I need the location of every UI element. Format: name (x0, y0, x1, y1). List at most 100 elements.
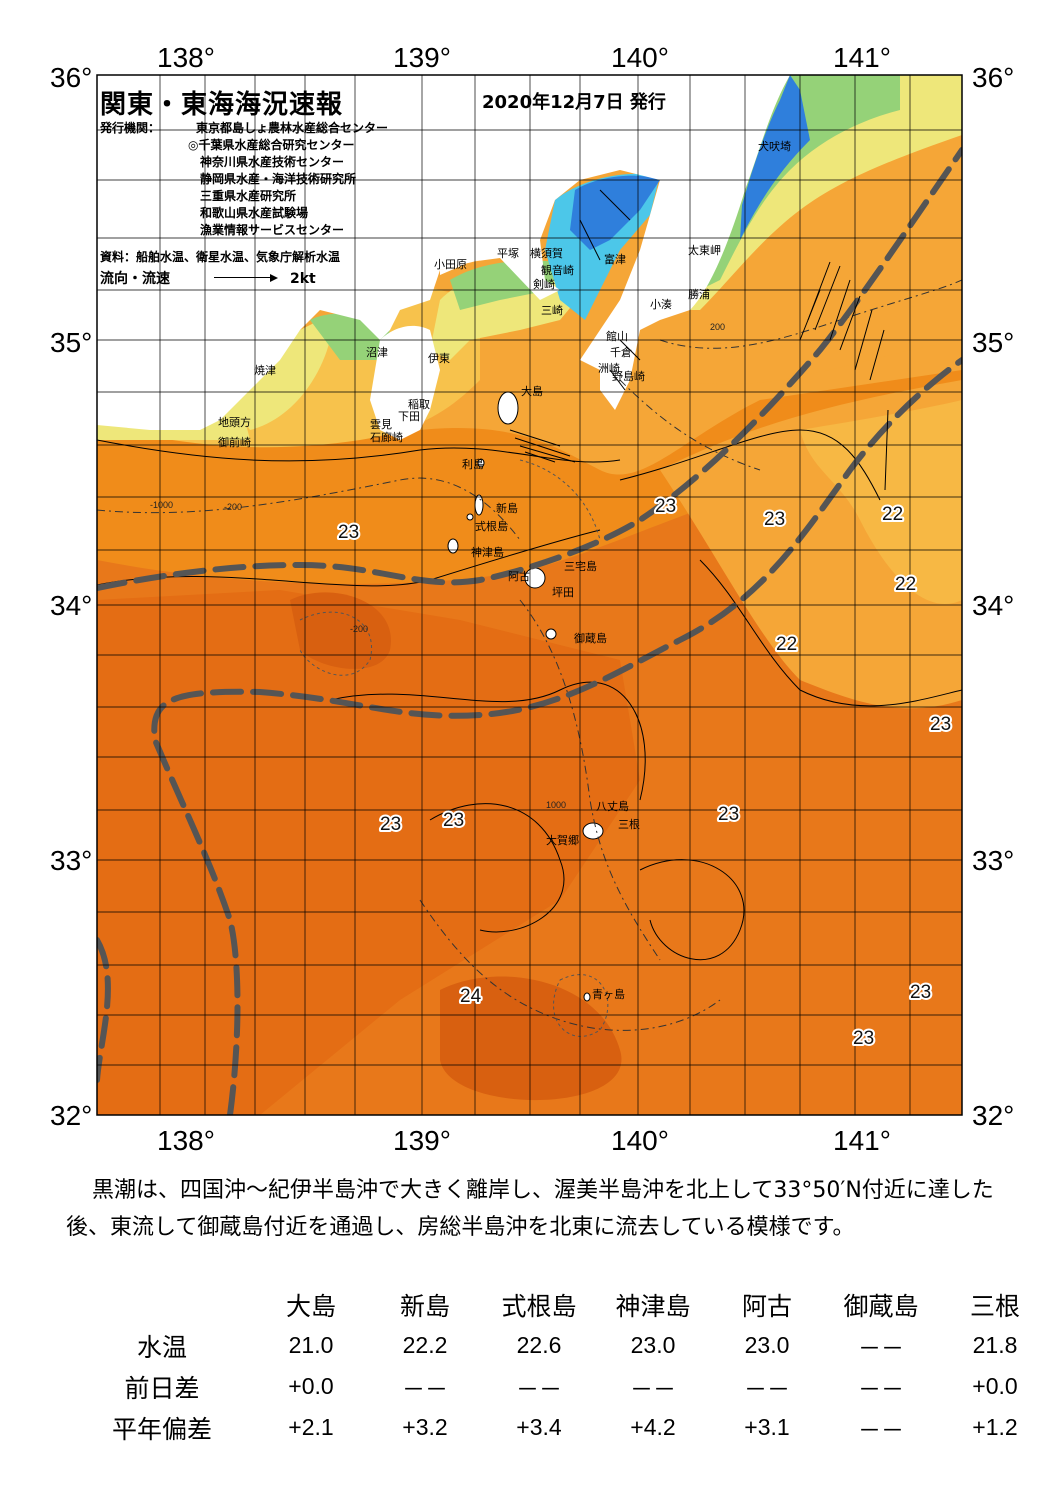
lon-label-bottom: 141° (833, 1125, 891, 1156)
lon-label-top: 138° (157, 42, 215, 73)
island-toshima (477, 458, 485, 468)
depth-contours-fine (299, 459, 609, 1037)
station-name: 神津島 (615, 1291, 691, 1321)
place-label: 坪田 (552, 586, 574, 599)
ocean-hot-zone-south (440, 976, 622, 1101)
table-cell: －－ (402, 1375, 448, 1402)
isotherm-value-labels: 23 23 22 22 22 23 23 23 23 23 24 23 23 (336, 494, 953, 1051)
issuer-item: 和歌山県水産試験場 (200, 206, 309, 220)
isotherm-value: 22 (895, 574, 916, 595)
place-label: 神津島 (471, 545, 504, 559)
place-label: 八丈島 (596, 799, 629, 813)
ocean-cooler-zone-east (800, 400, 962, 604)
legend-arrow-icon (214, 274, 278, 282)
place-names: 犬吠埼 太東岬 勝浦 小湊 富津 館山 千倉 野島崎 洲崎 横須賀 観音崎 剣崎… (218, 139, 791, 1001)
place-label: 式根島 (475, 519, 508, 533)
place-label: 館山 (606, 329, 628, 343)
lat-label-left: 34° (50, 590, 92, 621)
map-frame (96, 74, 963, 1116)
table-header-row: 大島 新島 式根島 神津島 阿古 御蔵島 三根 (70, 1284, 1052, 1325)
graticule (97, 75, 962, 1115)
table-cell: +4.2 (630, 1414, 676, 1440)
station-temperature-table: 大島 新島 式根島 神津島 阿古 御蔵島 三根 水温 21.0 22.2 22.… (70, 1284, 1052, 1448)
lon-label-top: 141° (833, 42, 891, 73)
depth-value: -1000 (150, 500, 173, 510)
station-name: 新島 (399, 1291, 450, 1321)
place-label: 焼津 (254, 364, 276, 377)
lat-label-right: 36° (972, 62, 1014, 93)
row-label: 平年偏差 (111, 1414, 212, 1444)
lon-label-bottom: 140° (611, 1125, 669, 1156)
lon-label-top: 139° (393, 42, 451, 73)
issuer-item: ◎千葉県水産総合研究センター (188, 138, 355, 152)
place-label: 犬吠埼 (758, 139, 791, 153)
isotherm-value: 23 (718, 804, 739, 825)
lat-label-left: 33° (50, 845, 92, 876)
table-cell: －－ (858, 1334, 904, 1361)
lat-label-right: 34° (972, 590, 1014, 621)
row-label: 水温 (136, 1332, 187, 1362)
place-label: 利島 (462, 457, 484, 471)
isotherm-value: 23 (443, 810, 464, 831)
land-honshu-west (97, 75, 480, 430)
table-cell: －－ (858, 1375, 904, 1402)
lon-label-bottom: 139° (393, 1125, 451, 1156)
table-row: 前日差 +0.0 －－ －－ －－ －－ －－ +0.0 (70, 1366, 1052, 1407)
issuer-list: 発行機関： 東京都島しょ農林水産総合センター ◎千葉県水産総合研究センター 神奈川… (100, 120, 388, 239)
sea-condition-map: 138° 139° 140° 141° 138° 139° 140° 141° … (50, 42, 1014, 1156)
place-label: 三根 (618, 817, 640, 831)
isotherm-value: 22 (776, 634, 797, 655)
depth-value-labels: -1000 -200 1000 -200 200 (150, 322, 725, 810)
station-name: 阿古 (741, 1291, 792, 1321)
data-source: 資料：船舶水温、衛星水温、気象庁解析水温 (100, 250, 341, 264)
lat-label-left: 35° (50, 327, 92, 358)
place-label: 太東岬 (688, 244, 721, 257)
place-label: 稲取 (408, 398, 430, 411)
kuroshio-comment: 黒潮は、四国沖～紀伊半島沖で大きく離岸し、渥美半島沖を北上して33°50′N付近… (66, 1178, 994, 1240)
table-cell: +3.4 (516, 1414, 562, 1440)
place-label: 洲崎 (598, 361, 620, 375)
legend-label: 流向・流速 (100, 271, 170, 287)
land-izu-peninsula (370, 325, 440, 440)
place-label: 下田 (398, 410, 420, 423)
place-label: 地頭方 (218, 415, 251, 429)
table-cell: 23.0 (630, 1332, 676, 1358)
isotherm-value: 23 (853, 1028, 874, 1049)
issuer-item: 三重県水産研究所 (200, 189, 297, 203)
place-label: 富津 (604, 252, 626, 266)
issuer-item: 神奈川県水産技術センター (200, 155, 345, 169)
table-cell: +3.1 (744, 1414, 790, 1440)
land-kanto (440, 75, 790, 410)
boso-offshore-orange (620, 130, 962, 385)
table-cell: +0.0 (288, 1373, 334, 1399)
lat-label-right: 33° (972, 845, 1014, 876)
place-label: 新島 (496, 501, 518, 515)
station-name: 大島 (285, 1291, 336, 1321)
place-label: 剣崎 (533, 277, 555, 291)
island-kozushima (447, 538, 459, 554)
kashima-blue (740, 75, 810, 240)
place-label: 青ヶ島 (592, 987, 625, 1001)
issuer-item: 静岡県水産・海洋技術研究所 (200, 172, 357, 186)
isotherm-value: 22 (882, 504, 903, 525)
table-cell: 22.6 (516, 1332, 562, 1358)
lat-label-left: 36° (50, 62, 92, 93)
depth-value: 1000 (546, 800, 566, 810)
lat-label-right: 32° (972, 1100, 1014, 1131)
map-body (97, 75, 962, 1115)
place-label: 千倉 (610, 345, 632, 359)
map-title: 関東・東海海況速報 (100, 90, 344, 120)
lon-label-bottom: 138° (157, 1125, 215, 1156)
row-label: 前日差 (124, 1373, 200, 1403)
place-label: 大賀郷 (546, 833, 579, 847)
island-oshima (497, 391, 519, 425)
ocean-hot-zone-west (97, 590, 640, 1115)
place-label: 伊東 (428, 352, 450, 365)
isotherm-value: 23 (910, 982, 931, 1003)
legend-unit: 2kt (290, 271, 316, 287)
table-cell: －－ (630, 1375, 676, 1402)
isotherm-value: 23 (764, 509, 785, 530)
place-label: 野島崎 (612, 369, 645, 383)
table-cell: 21.8 (972, 1332, 1018, 1358)
table-row: 平年偏差 +2.1 +3.2 +3.4 +4.2 +3.1 －－ +1.2 (70, 1407, 1052, 1448)
